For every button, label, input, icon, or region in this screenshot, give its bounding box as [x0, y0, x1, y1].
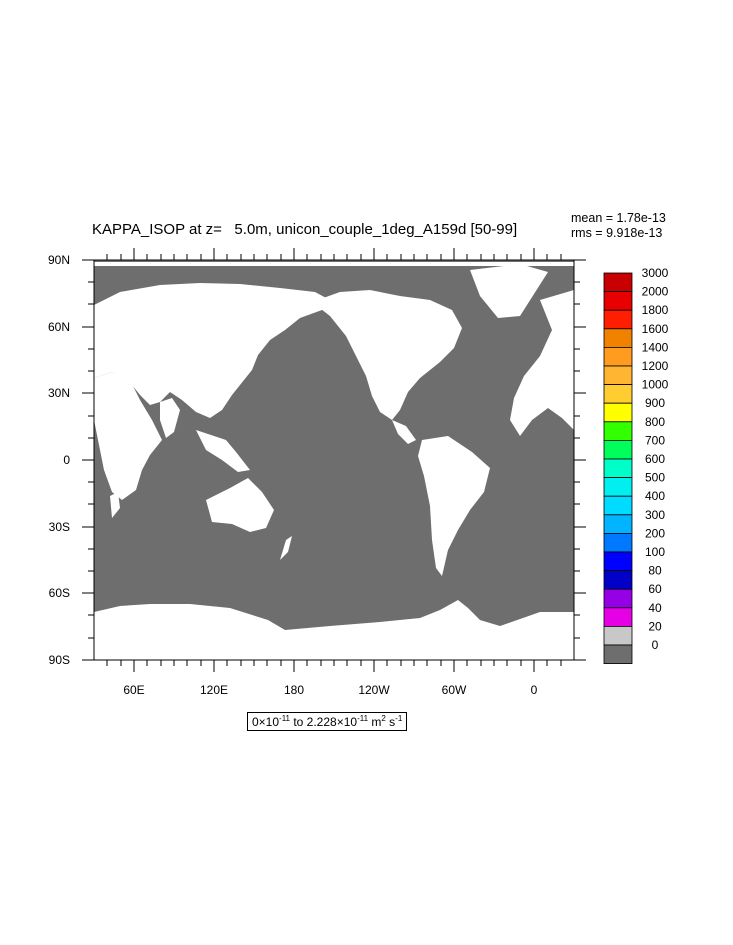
se-asia-islands — [196, 430, 250, 472]
range-lo: 0×10 — [252, 715, 280, 729]
colorbar-label: 100 — [645, 545, 665, 559]
colorbar-label: 0 — [652, 638, 659, 652]
colorbar-label: 900 — [645, 396, 665, 410]
australia — [206, 478, 274, 532]
lon-label-60e: 60E — [123, 683, 144, 697]
lat-label-30s: 30S — [49, 520, 70, 534]
africa — [94, 372, 162, 500]
north-america — [312, 290, 462, 420]
colorbar-label: 2000 — [642, 285, 669, 299]
range-unit-exp2: -1 — [395, 714, 403, 723]
greenland — [470, 264, 548, 318]
lat-label-60n: 60N — [48, 320, 70, 334]
colorbar-swatch — [603, 346, 633, 367]
madagascar — [110, 492, 120, 518]
colorbar-swatch — [603, 328, 633, 348]
range-unit: m — [368, 715, 382, 729]
lon-label-180: 180 — [284, 683, 304, 697]
colorbar-label: 600 — [645, 452, 665, 466]
colorbar-swatch — [603, 533, 633, 553]
eurasia — [94, 283, 330, 418]
lat-label-60s: 60S — [49, 586, 70, 600]
india — [160, 398, 180, 438]
colorbar-label: 400 — [645, 489, 665, 503]
colorbar-swatch — [603, 551, 633, 572]
lon-label-60w: 60W — [442, 683, 467, 697]
range-unit-exp1: 2 — [381, 714, 386, 723]
rms-stat: rms = 9.918e-13 — [571, 226, 663, 240]
lon-label-0: 0 — [531, 683, 538, 697]
colorbar-label: 80 — [648, 564, 662, 578]
colorbar-swatch — [603, 626, 633, 646]
colorbar-swatch — [603, 514, 633, 534]
colorbar-label: 300 — [645, 508, 665, 522]
colorbar-label: 700 — [645, 433, 665, 447]
range-mid: to 2.228×10 — [290, 715, 358, 729]
lon-label-120e: 120E — [200, 683, 228, 697]
arctic-islands — [94, 262, 574, 266]
lat-label-eq: 0 — [63, 453, 70, 467]
lon-label-120w: 120W — [358, 683, 390, 697]
value-range-box: 0×10-11 to 2.228×10-11 m2 s-1 — [247, 712, 408, 731]
colorbar-swatch — [603, 272, 633, 293]
colorbar-swatch — [603, 384, 633, 404]
plot-title: KAPPA_ISOP at z= 5.0m, unicon_couple_1de… — [92, 221, 518, 238]
colorbar-swatch — [603, 309, 633, 330]
colorbar-label: 500 — [645, 471, 665, 485]
colorbar-swatch — [603, 458, 633, 479]
range-lo-exp: -11 — [279, 714, 290, 723]
colorbar-swatch — [603, 402, 633, 423]
colorbar-label: 1200 — [642, 359, 669, 373]
range-unit-s: s — [385, 715, 396, 729]
colorbar-label: 1800 — [642, 303, 669, 317]
colorbar-swatch — [603, 421, 633, 441]
colorbar-swatch — [603, 570, 633, 590]
stats-panel: mean = 1.78e-13 rms = 9.918e-13 — [571, 211, 666, 241]
colorbar-swatch — [603, 644, 633, 665]
south-america — [418, 436, 490, 576]
colorbar-label: 1400 — [642, 340, 669, 354]
mean-stat: mean = 1.78e-13 — [571, 211, 666, 225]
land-masses — [94, 262, 574, 660]
new-zealand — [280, 536, 292, 560]
antarctica — [94, 600, 574, 660]
europe-africa-east — [510, 290, 574, 436]
lon-axis — [106, 248, 562, 672]
colorbar-swatch — [603, 365, 633, 386]
colorbar-label: 200 — [645, 526, 665, 540]
lat-label-90s: 90S — [49, 653, 70, 667]
colorbar-label: 1600 — [642, 322, 669, 336]
range-hi-exp: -11 — [357, 714, 369, 723]
colorbar-swatch — [603, 495, 633, 516]
lat-label-30n: 30N — [48, 386, 70, 400]
colorbar-swatch — [603, 439, 633, 460]
lat-axis — [82, 259, 586, 661]
central-america — [392, 420, 416, 444]
colorbar-label: 800 — [645, 415, 665, 429]
colorbar-label: 3000 — [642, 266, 669, 280]
colorbar-label: 40 — [648, 601, 662, 615]
lat-label-90n: 90N — [48, 253, 70, 267]
colorbar-swatch — [603, 607, 633, 627]
colorbar-label: 60 — [648, 582, 662, 596]
colorbar-swatch — [603, 291, 633, 311]
colorbar-swatch — [603, 477, 633, 497]
colorbar-label: 1000 — [642, 378, 669, 392]
colorbar: 3000200018001600140012001000900800700600… — [603, 266, 669, 665]
colorbar-label: 20 — [648, 619, 662, 633]
british-isles — [550, 296, 560, 322]
japan — [232, 346, 248, 378]
colorbar-swatch — [603, 588, 633, 609]
